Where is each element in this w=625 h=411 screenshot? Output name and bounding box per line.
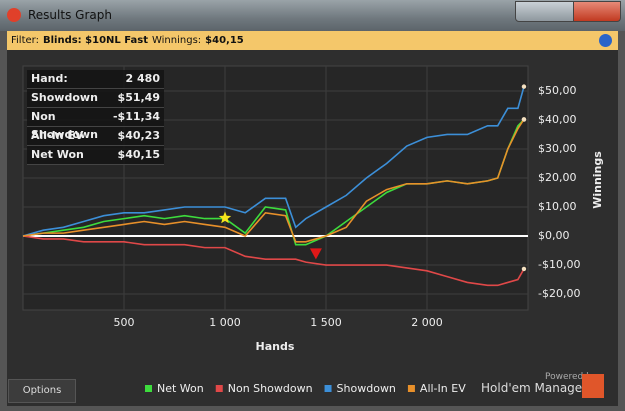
- end-point: [521, 266, 527, 272]
- y-tick-label: $30,00: [538, 142, 577, 155]
- summary-row: Hand: 2 480: [27, 70, 164, 89]
- y-tick-label: $0,00: [538, 229, 570, 242]
- y-tick-label: $20,00: [538, 171, 577, 184]
- summary-value: $51,49: [117, 91, 160, 104]
- x-tick-label: 2 000: [411, 316, 443, 329]
- legend-swatch: [407, 385, 415, 392]
- summary-value: -$11,34: [112, 110, 160, 123]
- powered-by: Powered by: [545, 372, 598, 382]
- help-button[interactable]: [599, 34, 612, 47]
- summary-label: Hand:: [31, 72, 68, 85]
- brand-logo: [582, 374, 604, 398]
- summary-value: $40,15: [117, 148, 160, 161]
- filter-bar: Filter: Blinds: $10NL Fast Winnings: $40,15: [7, 31, 618, 50]
- summary-row: Showdown $51,49: [27, 89, 164, 108]
- marker: [309, 248, 322, 260]
- summary-row: Non Showdown -$11,34: [27, 108, 164, 141]
- summary-value: 2 480: [125, 72, 160, 85]
- y-tick-label: $40,00: [538, 113, 577, 126]
- y-tick-label: $10,00: [538, 200, 577, 213]
- x-tick-label: 1 000: [209, 316, 241, 329]
- legend-label: All-In EV: [420, 382, 466, 395]
- legend-swatch: [324, 385, 332, 392]
- summary-label: Showdown: [31, 91, 98, 104]
- options-button[interactable]: Options: [8, 379, 76, 403]
- window-title: Results Graph: [28, 8, 112, 22]
- brand: Hold'em Manager: [481, 381, 588, 395]
- x-axis-label: Hands: [256, 340, 295, 353]
- app-icon: [7, 8, 21, 22]
- end-point: [521, 117, 527, 122]
- summary-label: Net Won: [31, 148, 84, 161]
- y-tick-label: $50,00: [538, 84, 577, 97]
- x-tick-label: 500: [114, 316, 135, 329]
- filter-winnings-label: Winnings:: [151, 35, 202, 46]
- filter-winnings: $40,15: [205, 35, 244, 46]
- legend-label: Non Showdown: [228, 382, 313, 395]
- close-button[interactable]: [573, 1, 621, 22]
- summary-row: All-In EV $40,23: [27, 127, 164, 146]
- series-line: [22, 86, 525, 237]
- summary-value: $40,23: [117, 129, 160, 142]
- series-line: [22, 118, 525, 243]
- y-tick-label: -$20,00: [538, 287, 580, 300]
- end-point: [521, 84, 527, 89]
- legend-swatch: [145, 385, 152, 392]
- x-tick-label: 1 500: [310, 316, 342, 329]
- legend-label: Net Won: [157, 382, 204, 395]
- summary-row: Net Won $40,15: [27, 146, 164, 165]
- legend-label: Showdown: [337, 382, 396, 395]
- summary-label: Non Showdown: [31, 110, 98, 141]
- legend-swatch: [215, 385, 223, 392]
- y-tick-label: -$10,00: [538, 258, 580, 271]
- filter-label: Filter:: [11, 35, 39, 46]
- series-line: [22, 235, 525, 287]
- summary-label: All-In EV: [31, 129, 84, 142]
- y-axis-label: Winnings: [591, 151, 604, 209]
- summary-table: Hand: 2 480 Showdown $51,49 Non Showdown -$11…: [27, 70, 164, 165]
- marker: [218, 211, 232, 224]
- filter-blinds: Blinds: $10NL Fast: [42, 35, 148, 46]
